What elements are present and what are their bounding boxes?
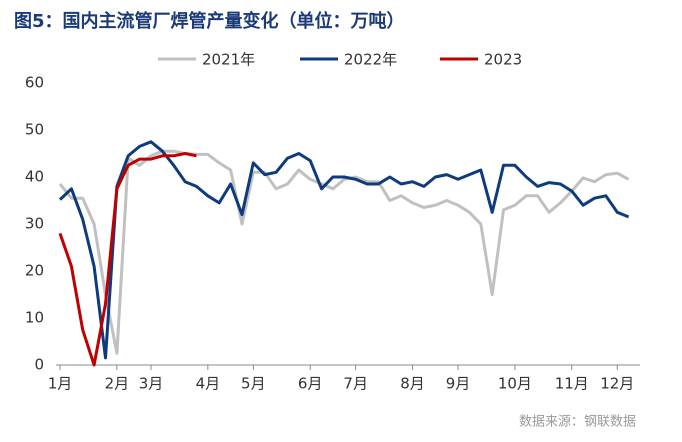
y-tick-label: 60	[25, 74, 44, 92]
legend-label: 2023	[484, 51, 522, 69]
x-tick-label: 1月	[48, 375, 73, 393]
x-tick-label: 3月	[139, 375, 164, 393]
y-tick-label: 50	[25, 121, 44, 139]
series-line	[58, 149, 630, 355]
x-tick-label: 8月	[400, 375, 425, 393]
chart-title: 图5：国内主流管厂焊管产量变化（单位：万吨）	[14, 10, 405, 32]
x-tick-label: 2月	[105, 375, 130, 393]
x-tick-label: 9月	[446, 375, 471, 393]
y-tick-label: 20	[25, 262, 44, 280]
x-tick-label: 4月	[196, 375, 221, 393]
x-tick-label: 10月	[498, 375, 532, 393]
series-line	[58, 152, 197, 367]
x-tick-label: 6月	[298, 375, 323, 393]
y-tick-label: 30	[25, 215, 44, 233]
source-note: 数据来源：钢联数据	[519, 415, 636, 430]
series-line	[58, 140, 630, 360]
x-tick-label: 5月	[241, 375, 266, 393]
legend-label: 2022年	[344, 51, 397, 69]
y-tick-label: 0	[34, 356, 44, 374]
x-tick-label: 11月	[555, 375, 589, 393]
x-tick-label: 7月	[343, 375, 368, 393]
x-tick-label: 12月	[600, 375, 634, 393]
y-tick-label: 40	[25, 168, 44, 186]
legend-label: 2021年	[202, 51, 255, 69]
y-tick-label: 10	[25, 309, 44, 327]
